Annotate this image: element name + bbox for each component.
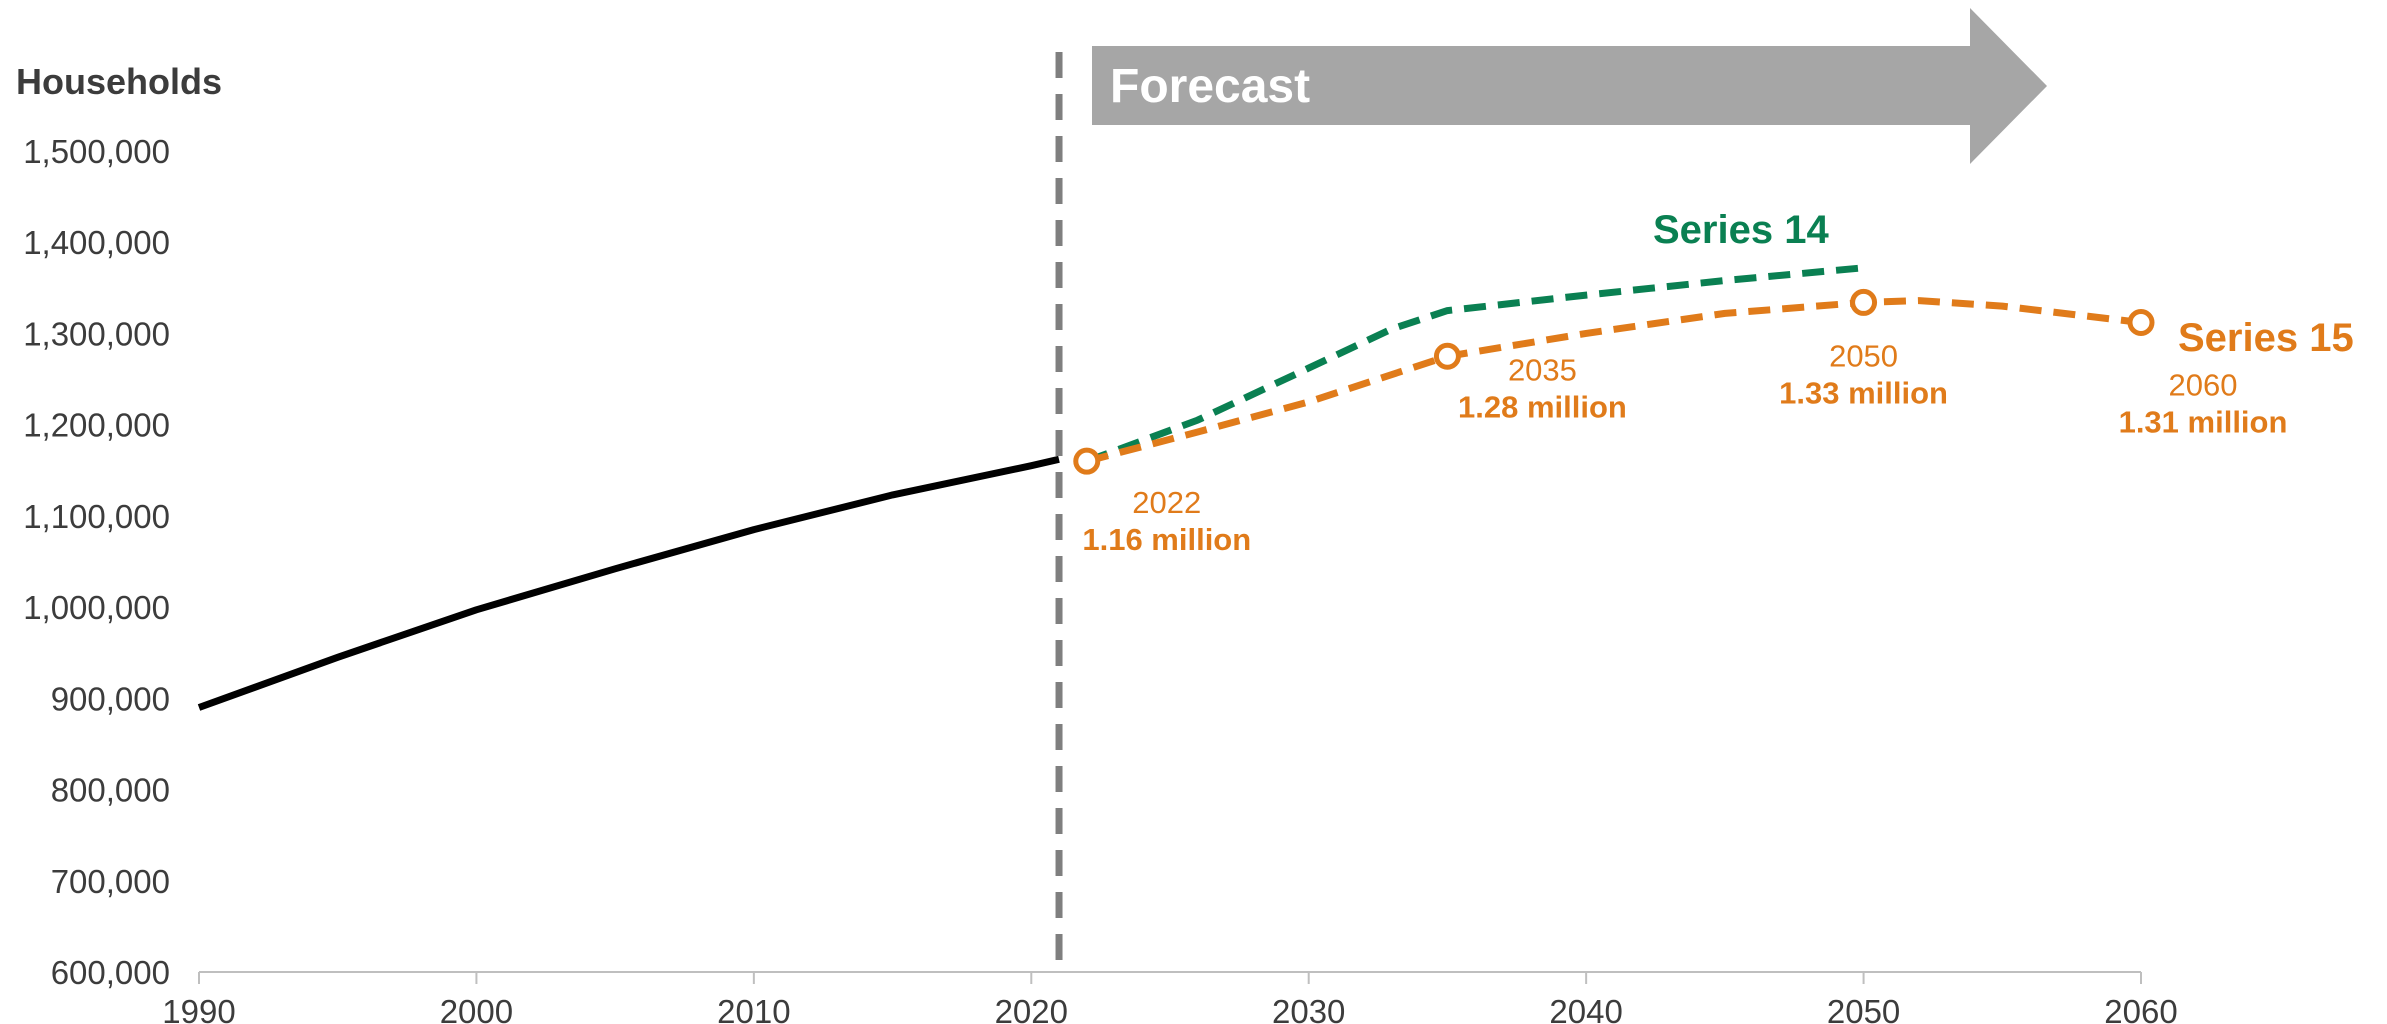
data-point-marker <box>1073 447 1101 475</box>
annotation-year: 2050 <box>1829 338 1898 373</box>
annotation-year: 2035 <box>1508 352 1577 387</box>
y-tick-label: 700,000 <box>51 863 170 900</box>
x-tick-label: 2050 <box>1827 993 1900 1024</box>
x-tick-label: 2020 <box>995 993 1068 1024</box>
y-axis-label: Households <box>16 61 222 102</box>
y-tick-label: 600,000 <box>51 954 170 991</box>
x-tick-label: 2000 <box>440 993 513 1024</box>
y-tick-label: 1,000,000 <box>23 589 170 626</box>
series15-line <box>1085 297 2142 465</box>
x-tick-label: 1990 <box>162 993 235 1024</box>
y-tick-label: 1,300,000 <box>23 315 170 352</box>
y-tick-label: 1,400,000 <box>23 224 170 261</box>
x-tick-label: 2060 <box>2104 993 2177 1024</box>
historical-line <box>197 455 1060 711</box>
annotation-year: 2022 <box>1132 485 1201 520</box>
forecast-arrow <box>1092 8 2047 164</box>
annotation-value: 1.16 million <box>1082 522 1251 557</box>
y-tick-label: 1,100,000 <box>23 498 170 535</box>
data-point-marker <box>1850 288 1878 316</box>
annotation-year: 2060 <box>2169 367 2238 402</box>
data-markers <box>1073 288 2155 475</box>
series-15-label: Series 15 <box>2178 316 2354 360</box>
y-tick-label: 1,200,000 <box>23 407 170 444</box>
annotation-value: 1.31 million <box>2119 404 2288 439</box>
x-tick-label: 2010 <box>717 993 790 1024</box>
forecast-label: Forecast <box>1110 60 1310 113</box>
data-point-marker <box>1433 342 1461 370</box>
annotation-value: 1.33 million <box>1779 375 1948 410</box>
x-tick-label: 2040 <box>1549 993 1622 1024</box>
y-tick-label: 1,500,000 <box>23 133 170 170</box>
series-14-label: Series 14 <box>1653 208 1829 252</box>
y-tick-label: 800,000 <box>51 772 170 809</box>
series-lines <box>197 264 2142 711</box>
y-axis: 600,000 700,000 800,000 900,000 1,000,000 1,1… <box>23 133 170 991</box>
y-tick-label: 900,000 <box>51 680 170 717</box>
data-point-marker <box>2127 308 2155 336</box>
annotation-value: 1.28 million <box>1458 389 1627 424</box>
x-axis: 1990 2000 2010 2020 2030 2040 2050 2060 <box>162 971 2178 1024</box>
x-tick-label: 2030 <box>1272 993 1345 1024</box>
series14-line <box>1085 264 1864 465</box>
